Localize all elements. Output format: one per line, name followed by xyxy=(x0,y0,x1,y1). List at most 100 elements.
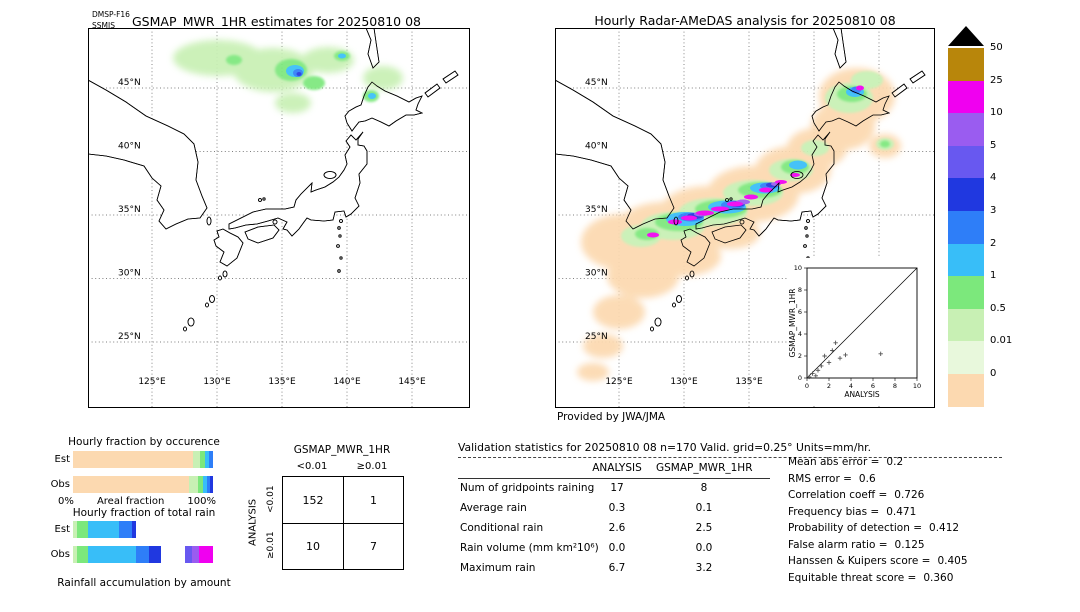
svg-text:25°N: 25°N xyxy=(118,332,141,342)
precipitation-overlay xyxy=(173,40,403,113)
score-label: Probability of detection = xyxy=(788,522,923,534)
score-label: Frequency bias = xyxy=(788,505,880,518)
stat-gsmap-value: 8 xyxy=(700,482,708,494)
bar-segment xyxy=(135,545,149,563)
svg-text:40°N: 40°N xyxy=(585,142,608,152)
stat-label: Num of gridpoints raining xyxy=(460,482,595,494)
score-value: 0.360 xyxy=(923,571,954,584)
bar-segment xyxy=(148,545,162,563)
cell-hits: 7 xyxy=(343,523,403,569)
stat-analysis-value: 2.6 xyxy=(608,522,626,534)
svg-text:10: 10 xyxy=(794,264,802,272)
stats-rows: Num of gridpoints raining 17 8 Average rain… xyxy=(460,482,760,582)
scatter-point xyxy=(830,348,835,353)
cell-false-alarms: 1 xyxy=(343,477,403,523)
gsmap-estimates-map: 45°N 40°N 35°N 30°N 25°N 125°E 130°E 135… xyxy=(88,28,470,408)
svg-text:35°N: 35°N xyxy=(118,205,141,215)
stats-scores: Mean abs error = 0.2 RMS error = 0.6 Correla… xyxy=(788,456,1003,588)
score-line: Probability of detection = 0.412 xyxy=(788,522,1003,539)
score-label: Correlation coeff = xyxy=(788,489,888,501)
axis-title: Areal fraction xyxy=(96,496,165,507)
stat-analysis-value: 0.0 xyxy=(608,542,626,554)
left-map-title: GSMAP_MWR_1HR estimates for 20250810 08 xyxy=(132,14,421,29)
score-label: Mean abs error = xyxy=(788,456,880,468)
colorbar-segment xyxy=(948,80,984,114)
stats-row: Num of gridpoints raining 17 8 xyxy=(460,482,760,502)
score-value: 0.6 xyxy=(858,472,876,485)
lat-tick-labels: 45°N 40°N 35°N 30°N 25°N xyxy=(585,78,608,342)
colorbar-segment xyxy=(948,276,984,309)
scatter-point xyxy=(810,371,815,376)
svg-text:25°N: 25°N xyxy=(585,332,608,342)
svg-text:30°N: 30°N xyxy=(118,269,141,279)
contingency-row-axis: ANALYSIS xyxy=(247,498,259,546)
stats-col-analysis: ANALYSIS xyxy=(592,462,642,474)
bar-row-est: Est xyxy=(50,521,213,538)
score-line: Correlation coeff = 0.726 xyxy=(788,489,1003,506)
scatter-y-ticks: 0 2 4 6 8 10 xyxy=(794,264,807,382)
bar-segment xyxy=(208,451,213,468)
bar-segment xyxy=(204,451,209,468)
scatter-point xyxy=(833,340,838,345)
scatter-inset: 0 2 4 6 8 10 0 2 4 6 8 10 ANALYSIS GSMAP_MWR_1HR xyxy=(788,258,934,404)
colorbar-tick-label: 4 xyxy=(990,172,997,184)
occurrence-axis: 0% Areal fraction 100% xyxy=(58,496,216,507)
colorbar-tick-label: 0 xyxy=(990,368,997,379)
colorbar-segment xyxy=(948,341,984,374)
stats-row: Conditional rain 2.6 2.5 xyxy=(460,522,760,542)
scatter-point xyxy=(837,356,843,361)
score-label: Equitable threat score = xyxy=(788,571,917,584)
bar-segment xyxy=(119,521,132,538)
contingency-title: GSMAP_MWR_1HR xyxy=(293,444,391,456)
score-line: RMS error = 0.6 xyxy=(788,473,1003,490)
axis-min-label: 0% xyxy=(58,496,74,507)
bar-segment xyxy=(197,475,204,493)
svg-text:4: 4 xyxy=(849,382,853,390)
stat-gsmap-value: 0.0 xyxy=(695,542,713,554)
svg-text:4: 4 xyxy=(798,330,802,338)
cell-misses: 10 xyxy=(283,523,343,569)
bar-segment xyxy=(198,545,213,563)
colorbar-tick-label: 0.01 xyxy=(990,335,1013,347)
occurrence-title: Hourly fraction by occurence xyxy=(68,436,220,448)
colorbar-tick-label: 1 xyxy=(990,270,997,282)
bar-segment xyxy=(73,521,78,538)
scatter-point xyxy=(878,351,883,356)
bar-segment xyxy=(184,545,192,563)
lon-tick-labels: 125°E 130°E 135°E 140°E 145°E xyxy=(138,377,426,387)
satellite-sensor-label: DMSP-F16 SSMIS xyxy=(92,9,130,31)
precipitation-overlay xyxy=(577,68,901,381)
score-label: Hanssen & Kuipers score = xyxy=(788,555,931,567)
scatter-xlabel: ANALYSIS xyxy=(844,390,880,399)
svg-text:6: 6 xyxy=(871,382,875,390)
scatter-point xyxy=(822,353,827,359)
colorbar-segment xyxy=(948,113,984,146)
scatter-point xyxy=(819,363,824,369)
bar-segment xyxy=(88,521,120,538)
bar-segment xyxy=(203,475,208,493)
row-header-ge: ≥0.01 xyxy=(266,531,276,559)
overflow-arrow-icon xyxy=(948,26,984,46)
svg-text:2: 2 xyxy=(798,352,802,360)
svg-text:45°N: 45°N xyxy=(585,78,608,88)
bar-segment xyxy=(131,521,136,538)
row-header-lt: <0.01 xyxy=(266,485,276,513)
radar-amedas-map: 45°N 40°N 35°N 30°N 25°N 125°E 130°E 135… xyxy=(555,28,935,408)
totalrain-bars: Est Obs xyxy=(50,521,213,570)
bar-segment xyxy=(88,545,136,563)
svg-text:8: 8 xyxy=(798,286,802,294)
svg-text:6: 6 xyxy=(798,308,802,316)
bar-row-obs: Obs xyxy=(50,545,213,563)
scatter-points xyxy=(807,340,883,380)
one-to-one-line xyxy=(806,267,918,379)
totalrain-caption: Rainfall accumulation by amount xyxy=(57,577,231,589)
svg-text:2: 2 xyxy=(827,382,831,390)
score-label: RMS error = xyxy=(788,472,852,485)
scatter-point xyxy=(807,374,812,380)
bar-segment xyxy=(135,521,213,538)
bar-segment xyxy=(73,451,194,468)
colorbar-segment xyxy=(948,145,984,179)
colorbar-tick-label: 2 xyxy=(990,237,997,249)
score-line: Equitable threat score = 0.360 xyxy=(788,572,1003,589)
